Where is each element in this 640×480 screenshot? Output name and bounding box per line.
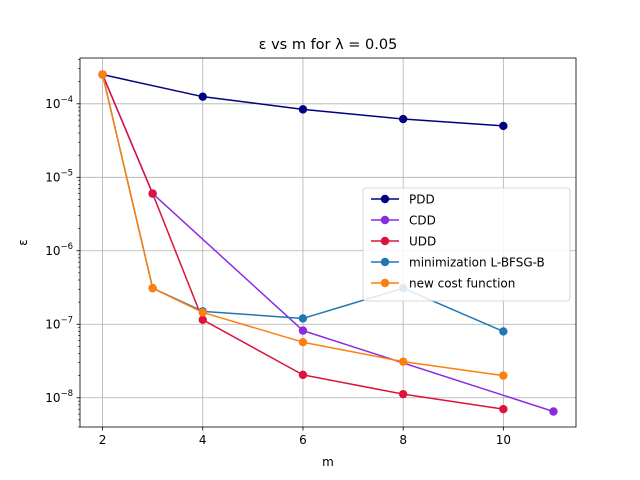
plot-frame bbox=[79, 57, 577, 428]
series-layer bbox=[98, 70, 558, 416]
data-point bbox=[148, 283, 157, 293]
data-point bbox=[499, 121, 508, 131]
data-point bbox=[98, 70, 107, 79]
x-tick-label: 6 bbox=[299, 433, 307, 447]
data-point bbox=[549, 407, 558, 416]
legend-item: UDD bbox=[371, 235, 436, 249]
grid bbox=[80, 58, 576, 427]
series-0 bbox=[98, 70, 508, 131]
legend-marker bbox=[380, 215, 390, 225]
legend-label: minimization L-BFSG-B bbox=[409, 256, 545, 270]
y-tick-label: 10−8 bbox=[45, 389, 73, 405]
data-point bbox=[298, 338, 308, 347]
y-axis-label: ε bbox=[16, 239, 30, 246]
legend-item: PDD bbox=[371, 193, 435, 207]
x-tick-label: 2 bbox=[99, 433, 107, 447]
data-point bbox=[298, 326, 308, 335]
data-point bbox=[499, 371, 508, 380]
legend-item: new cost function bbox=[371, 277, 515, 291]
legend-label: new cost function bbox=[409, 277, 515, 291]
legend-marker bbox=[380, 257, 390, 267]
ticks: 2 4 6 8 10 10−8 10−7 10−6 10−5 10−4 bbox=[45, 59, 511, 447]
data-point bbox=[148, 189, 157, 198]
data-point bbox=[198, 308, 207, 317]
legend-marker bbox=[380, 194, 390, 204]
data-point bbox=[398, 114, 408, 124]
legend-label: CDD bbox=[409, 214, 436, 228]
y-tick-label: 10−5 bbox=[45, 168, 73, 184]
series-line bbox=[101, 74, 504, 377]
data-point bbox=[398, 357, 408, 366]
x-tick-label: 8 bbox=[399, 433, 407, 447]
legend: PDD CDD UDD minimization L-BFSG-B new cost f… bbox=[362, 187, 571, 302]
data-point bbox=[298, 314, 308, 323]
y-tick-label: 10−4 bbox=[45, 95, 73, 111]
data-point bbox=[499, 327, 508, 336]
y-tick-label: 10−6 bbox=[45, 242, 73, 258]
data-point bbox=[298, 105, 308, 114]
legend-label: PDD bbox=[409, 193, 435, 207]
series-line bbox=[101, 74, 504, 410]
legend-label: UDD bbox=[409, 235, 436, 249]
legend-item: CDD bbox=[371, 214, 436, 228]
data-point bbox=[398, 389, 408, 399]
legend-marker bbox=[380, 236, 390, 246]
data-point bbox=[198, 315, 207, 325]
legend-marker bbox=[380, 278, 390, 288]
chart-title: ε vs m for λ = 0.05 bbox=[259, 37, 398, 53]
legend-item: minimization L-BFSG-B bbox=[371, 256, 545, 270]
y-tick-label: 10−7 bbox=[45, 315, 73, 331]
data-point bbox=[298, 370, 308, 380]
x-axis-label: m bbox=[322, 455, 334, 469]
x-tick-label: 10 bbox=[496, 433, 511, 447]
data-point bbox=[499, 404, 508, 414]
legend-box bbox=[362, 187, 571, 302]
x-tick-label: 4 bbox=[199, 433, 207, 447]
series-4 bbox=[98, 70, 508, 380]
data-point bbox=[198, 92, 207, 101]
